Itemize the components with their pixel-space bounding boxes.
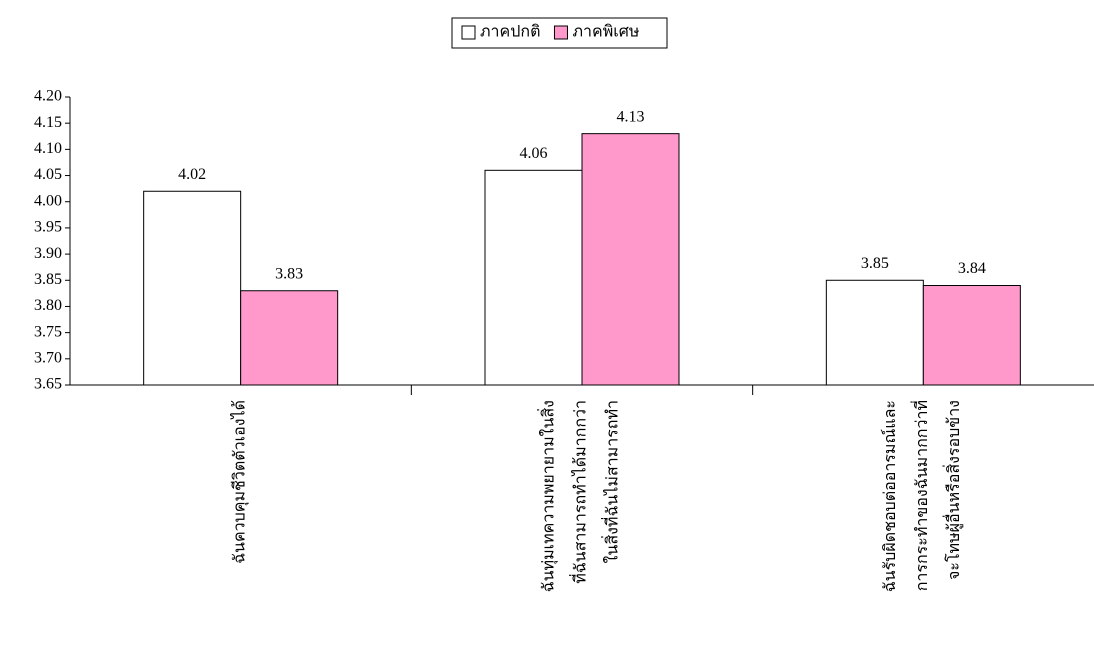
x-tick-label: ฉันทุ่มเทความพยายามในสิ่ง (537, 400, 559, 592)
y-tick-label: 4.15 (34, 114, 62, 131)
y-tick-label: 3.75 (34, 323, 62, 340)
x-tick-label: ฉันควบคุมชีวิตตัวเองได้ (229, 400, 249, 564)
legend-swatch (553, 25, 568, 40)
value-label: 3.84 (958, 260, 986, 277)
x-tick-label: ฉันรับผิดชอบต่ออารมณ์และ (880, 400, 899, 592)
value-label: 4.06 (520, 145, 548, 162)
y-tick-label: 4.00 (34, 192, 62, 209)
y-tick-label: 3.65 (34, 376, 62, 393)
legend-label: ภาคปกติ (480, 24, 540, 41)
x-tick-label: จะโทษผู้อื่นหรือสิ่งรอบข้าง (942, 400, 964, 580)
bar (922, 285, 1021, 386)
y-tick-label: 4.05 (34, 166, 62, 183)
bar (143, 190, 242, 386)
y-tick-label: 3.95 (34, 219, 62, 236)
y-tick-label: 3.85 (34, 271, 62, 288)
value-label: 3.85 (861, 255, 889, 272)
bar (240, 290, 339, 386)
bar (581, 133, 680, 386)
bar (825, 279, 924, 386)
x-tick-label: ที่ฉันสามารถทำได้มากกว่า (569, 400, 590, 584)
legend-swatch (461, 25, 476, 40)
y-tick-label: 4.10 (34, 140, 62, 157)
value-label: 4.02 (178, 166, 206, 183)
x-tick-label: ในสิ่งที่ฉันไม่สามารถทำ (601, 400, 622, 563)
y-tick-label: 3.80 (34, 297, 62, 314)
x-tick-label: การกระทำของฉันมากกว่าที่ (910, 400, 931, 591)
y-tick-label: 3.90 (34, 245, 62, 262)
y-tick-label: 4.20 (34, 88, 62, 105)
bar (484, 169, 583, 386)
legend-label: ภาคพิเศษ (572, 24, 639, 41)
y-tick-label: 3.70 (34, 349, 62, 366)
value-label: 3.83 (275, 265, 303, 282)
value-label: 4.13 (617, 108, 645, 125)
